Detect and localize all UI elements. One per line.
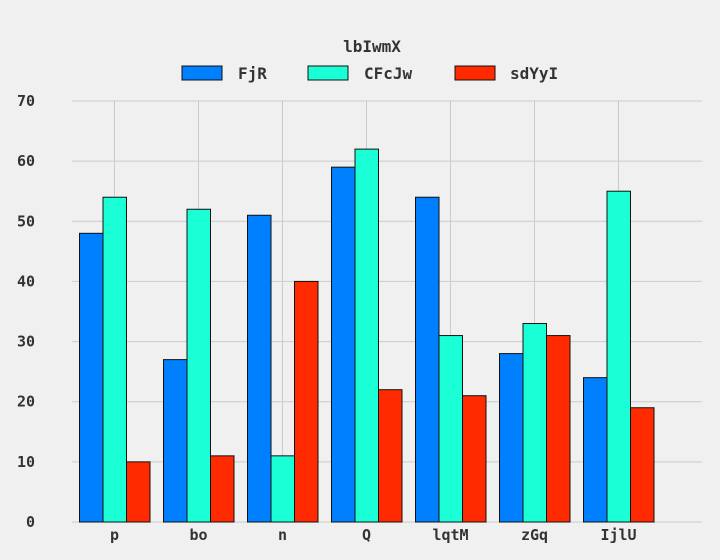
legend-label-CFcJw: CFcJw xyxy=(364,64,413,83)
legend-swatch-CFcJw xyxy=(307,65,349,81)
x-tick-label: lqtM xyxy=(432,526,468,544)
legend-label-FjR: FjR xyxy=(238,64,267,83)
bar-CFcJw-p xyxy=(102,196,127,523)
x-tick-label: IjlU xyxy=(600,526,636,544)
bar-FjR-IjlU xyxy=(583,377,608,523)
bar-sdYyI-IjlU xyxy=(630,407,655,523)
y-tick-label: 0 xyxy=(26,513,35,531)
bar-CFcJw-zGq xyxy=(522,323,547,523)
bar-CFcJw-bo xyxy=(186,208,211,523)
bar-CFcJw-IjlU xyxy=(606,190,631,523)
bar-FjR-p xyxy=(79,232,104,523)
y-tick-label: 10 xyxy=(17,453,35,471)
legend: lbIwmX FjR CFcJw sdYyI xyxy=(181,37,558,83)
bar-FjR-lqtM xyxy=(415,196,440,523)
bars xyxy=(79,148,655,523)
bar-sdYyI-bo xyxy=(210,455,235,523)
bar-FjR-Q xyxy=(331,166,356,523)
y-tick-label: 70 xyxy=(17,92,35,110)
bar-sdYyI-Q xyxy=(378,389,403,523)
bar-FjR-zGq xyxy=(499,353,524,523)
y-tick-label: 20 xyxy=(17,393,35,411)
y-tick-label: 30 xyxy=(17,333,35,351)
legend-title: lbIwmX xyxy=(343,37,401,56)
x-tick-label: n xyxy=(278,526,287,544)
bar-sdYyI-zGq xyxy=(546,335,571,523)
bar-FjR-n xyxy=(247,214,272,523)
y-axis-ticks: 0 10 20 30 40 50 60 70 xyxy=(17,92,35,531)
legend-label-sdYyI: sdYyI xyxy=(510,64,558,83)
x-tick-label: p xyxy=(110,526,119,544)
y-tick-label: 40 xyxy=(17,272,35,290)
bar-sdYyI-lqtM xyxy=(462,395,487,523)
x-tick-label: bo xyxy=(189,526,207,544)
bar-FjR-bo xyxy=(163,359,188,523)
bar-sdYyI-p xyxy=(126,461,151,523)
x-tick-label: Q xyxy=(362,526,371,544)
y-tick-label: 60 xyxy=(17,152,35,170)
bar-CFcJw-n xyxy=(270,455,295,523)
legend-swatch-FjR xyxy=(181,65,223,81)
x-tick-label: zGq xyxy=(521,526,548,544)
bar-CFcJw-Q xyxy=(354,148,379,523)
legend-swatch-sdYyI xyxy=(454,65,496,81)
bar-sdYyI-n xyxy=(294,280,319,523)
y-tick-label: 50 xyxy=(17,212,35,230)
bar-CFcJw-lqtM xyxy=(438,335,463,523)
